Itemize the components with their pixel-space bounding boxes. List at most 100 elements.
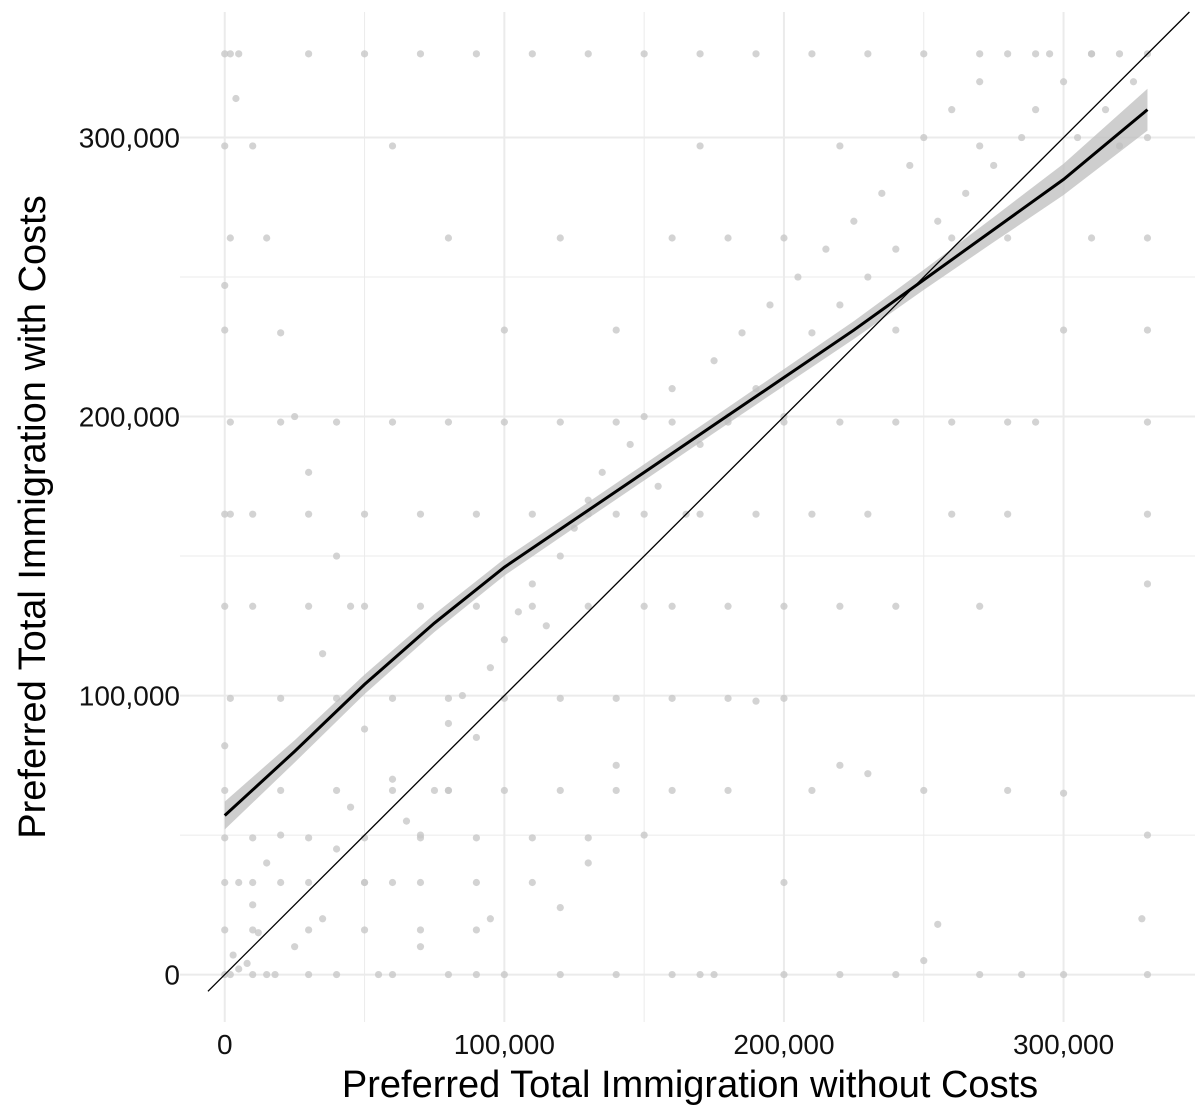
data-point: [640, 412, 648, 421]
data-point: [1143, 580, 1152, 588]
data-point: [416, 943, 425, 951]
data-point: [584, 834, 592, 842]
data-point: [696, 510, 704, 518]
x-axis-tick-labels: 0 100,000 200,000 300,000: [217, 1029, 1114, 1060]
data-point: [444, 694, 453, 702]
data-point: [780, 970, 788, 979]
data-point: [305, 926, 313, 934]
data-point: [1143, 418, 1152, 426]
data-point: [864, 770, 872, 778]
data-point: [277, 831, 285, 839]
smooth-fit-line: [223, 108, 1149, 817]
data-point: [402, 817, 411, 825]
data-point: [305, 970, 313, 979]
data-point: [780, 234, 788, 242]
data-point: [263, 970, 271, 979]
data-point: [472, 50, 480, 58]
data-point: [388, 970, 397, 979]
data-point: [332, 786, 341, 795]
data-point: [976, 602, 984, 610]
data-point: [976, 142, 984, 150]
data-point: [724, 602, 732, 610]
data-point: [444, 418, 453, 426]
data-point: [1129, 78, 1138, 86]
data-point: [836, 761, 844, 769]
y-tick-label: 200,000: [79, 402, 180, 433]
data-point: [226, 50, 234, 58]
data-point: [556, 418, 564, 426]
confidence-band: [224, 88, 1148, 830]
data-point: [444, 719, 453, 728]
data-point: [1101, 106, 1110, 114]
data-point: [1004, 510, 1012, 518]
data-point: [221, 834, 229, 842]
data-point: [388, 694, 397, 702]
data-point: [249, 142, 257, 150]
data-point: [243, 959, 251, 968]
data-point: [864, 50, 872, 58]
data-point: [500, 636, 508, 644]
data-point: [472, 970, 480, 979]
data-point: [226, 510, 234, 518]
data-point: [668, 234, 676, 242]
scatter-points: [221, 50, 1152, 979]
data-point: [976, 78, 984, 86]
data-point: [277, 329, 285, 337]
data-point: [920, 957, 928, 965]
data-point: [249, 834, 257, 842]
data-point: [556, 552, 564, 560]
data-point: [1143, 133, 1152, 142]
data-point: [668, 385, 676, 393]
data-point: [556, 904, 564, 912]
data-point: [500, 418, 508, 426]
data-point: [836, 301, 844, 309]
data-point: [836, 602, 844, 610]
data-point: [528, 602, 536, 610]
data-point: [416, 50, 425, 58]
x-tick-label: 0: [217, 1029, 233, 1060]
data-point: [1004, 234, 1012, 242]
data-point: [528, 510, 536, 518]
data-point: [472, 602, 480, 610]
data-point: [1087, 50, 1096, 58]
data-point: [1059, 326, 1068, 334]
data-point: [934, 920, 942, 928]
data-point: [836, 142, 844, 150]
x-tick-label: 300,000: [1013, 1029, 1114, 1060]
data-point: [948, 106, 956, 114]
data-point: [1032, 418, 1040, 426]
data-point: [808, 510, 816, 518]
data-point: [836, 418, 844, 426]
data-point: [472, 878, 480, 887]
data-point: [920, 133, 928, 142]
y-tick-label: 300,000: [79, 123, 180, 154]
data-point: [249, 510, 257, 518]
x-axis-title: Preferred Total Immigration without Cost…: [342, 1064, 1038, 1106]
data-point: [780, 878, 788, 887]
data-point: [668, 418, 676, 426]
data-point: [249, 970, 257, 979]
y-tick-label: 100,000: [79, 681, 180, 712]
data-point: [528, 878, 536, 887]
data-point: [962, 189, 970, 197]
data-point: [360, 50, 369, 58]
data-point: [360, 878, 369, 887]
data-point: [850, 217, 858, 225]
data-point: [752, 510, 760, 518]
data-point: [612, 970, 620, 979]
data-point: [277, 694, 285, 702]
data-point: [696, 142, 704, 150]
data-point: [472, 926, 480, 934]
data-point: [542, 622, 550, 630]
data-point: [221, 602, 229, 610]
data-point: [416, 602, 425, 610]
data-point: [444, 786, 453, 795]
data-point: [892, 245, 900, 253]
data-point: [612, 418, 620, 426]
data-point: [444, 234, 453, 242]
data-point: [598, 468, 606, 476]
data-point: [808, 329, 816, 337]
data-point: [948, 418, 956, 426]
data-point: [1143, 510, 1152, 518]
data-point: [864, 273, 872, 281]
